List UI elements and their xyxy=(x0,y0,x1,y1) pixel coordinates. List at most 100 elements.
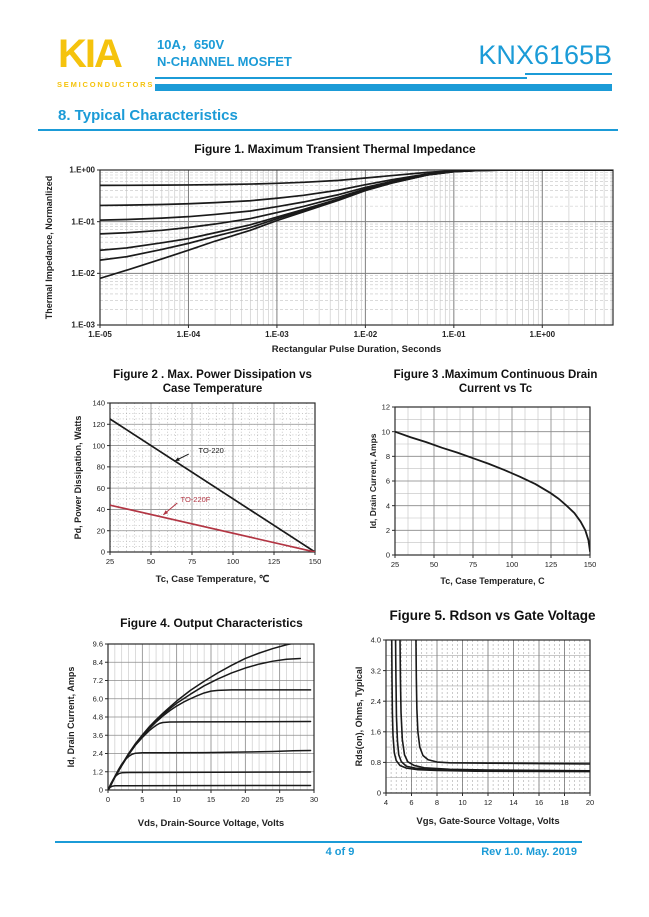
svg-text:120: 120 xyxy=(92,420,105,429)
header-rule-thick xyxy=(155,84,612,91)
svg-text:3.6: 3.6 xyxy=(93,731,103,740)
svg-text:0: 0 xyxy=(386,551,390,560)
svg-text:75: 75 xyxy=(188,557,196,566)
svg-text:0.8: 0.8 xyxy=(371,758,381,767)
header-rule-thin xyxy=(155,77,527,79)
svg-text:1.E+00: 1.E+00 xyxy=(530,330,556,339)
fig4-series-curve5 xyxy=(108,749,312,790)
section-rule xyxy=(38,129,618,131)
svg-text:Id, Drain Current, Amps: Id, Drain Current, Amps xyxy=(368,433,378,528)
svg-text:1.E-01: 1.E-01 xyxy=(442,330,466,339)
svg-text:16: 16 xyxy=(535,798,543,807)
fig3-series-group xyxy=(395,430,590,553)
svg-text:20: 20 xyxy=(97,526,105,535)
fig1-frame xyxy=(99,169,614,326)
fig2-axes: 25 50 75 100 125 150 0 20 40 60 80 100 120 140 Tc, Cas… xyxy=(73,399,321,585)
figure2-title-line1: Figure 2 . Max. Power Dissipation vs xyxy=(113,369,312,381)
figure3-title: Figure 3 .Maximum Continuous Drain Curre… xyxy=(368,368,623,396)
svg-text:Tc, Case Temperature, ℃: Tc, Case Temperature, ℃ xyxy=(156,574,270,585)
logo-subtitle: SEMICONDUCTORS xyxy=(57,80,155,89)
svg-text:6.0: 6.0 xyxy=(93,694,103,703)
svg-text:6: 6 xyxy=(386,477,390,486)
figure4: Figure 4. Output Characteristics 0 5 10 15 2… xyxy=(60,608,355,840)
svg-text:100: 100 xyxy=(92,441,105,450)
svg-text:1.2: 1.2 xyxy=(93,767,103,776)
fig3-series-id-max xyxy=(395,430,590,553)
device-rating: 10A，650V xyxy=(157,37,225,52)
figure4-chart: 0 5 10 15 20 25 30 0 1.2 2.4 3.6 4.8 6.0 7.2 8.4 9.6 Vds… xyxy=(66,640,318,829)
fig4-series-curve6 xyxy=(108,771,312,790)
figure1-title: Figure 1. Maximum Transient Thermal Impe… xyxy=(194,142,476,156)
device-type: N-CHANNEL MOSFET xyxy=(157,54,292,69)
svg-text:Rectangular Pulse Duration, Se: Rectangular Pulse Duration, Seconds xyxy=(272,344,441,355)
svg-text:0: 0 xyxy=(99,786,103,795)
fig4-axes: 0 5 10 15 20 25 30 0 1.2 2.4 3.6 4.8 6.0 7.2 8.4 9.6 Vds… xyxy=(66,640,318,829)
fig4-series-group xyxy=(108,644,312,790)
svg-text:100: 100 xyxy=(227,557,240,566)
footer-rule xyxy=(55,841,582,843)
figure1: Figure 1. Maximum Transient Thermal Impe… xyxy=(40,142,630,360)
figure2-title: Figure 2 . Max. Power Dissipation vs Cas… xyxy=(55,368,355,396)
fig2-grid xyxy=(109,402,316,553)
figure2-title-line2: Case Temperature xyxy=(162,383,263,395)
svg-text:Id, Drain Current, Amps: Id, Drain Current, Amps xyxy=(66,667,76,768)
header-rule-thin-step xyxy=(525,73,612,75)
svg-text:125: 125 xyxy=(545,560,558,569)
svg-text:Rds(on), Ohms, Typical: Rds(on), Ohms, Typical xyxy=(355,667,364,767)
svg-text:Tc, Case Temperature, C: Tc, Case Temperature, C xyxy=(440,576,545,586)
svg-text:75: 75 xyxy=(469,560,477,569)
svg-text:8.4: 8.4 xyxy=(93,658,103,667)
fig3-grid xyxy=(394,406,591,556)
fig5-axes: 4 6 8 10 12 14 16 18 20 0 0.8 1.6 2.4 3.2 4.0 Vgs, Gate… xyxy=(355,636,594,827)
svg-text:50: 50 xyxy=(147,557,155,566)
svg-text:0: 0 xyxy=(377,789,381,798)
svg-text:1.E-02: 1.E-02 xyxy=(354,330,378,339)
footer-page-number: 4 of 9 xyxy=(325,846,355,858)
svg-text:1.E-01: 1.E-01 xyxy=(71,217,95,226)
figure3-title-line1: Figure 3 .Maximum Continuous Drain xyxy=(393,369,598,381)
figure2: Figure 2 . Max. Power Dissipation vs Cas… xyxy=(55,368,355,596)
svg-text:3.2: 3.2 xyxy=(371,666,381,675)
svg-text:100: 100 xyxy=(506,560,519,569)
svg-text:20: 20 xyxy=(586,798,594,807)
svg-text:5: 5 xyxy=(140,795,144,804)
figure4-title: Figure 4. Output Characteristics xyxy=(120,616,303,630)
device-summary: 10A，650V N-CHANNEL MOSFET xyxy=(157,36,292,70)
svg-text:10: 10 xyxy=(382,427,390,436)
svg-text:50: 50 xyxy=(430,560,438,569)
svg-text:4: 4 xyxy=(386,501,390,510)
svg-text:25: 25 xyxy=(106,557,114,566)
figure5-chart: 4 6 8 10 12 14 16 18 20 0 0.8 1.6 2.4 3.2 4.0 Vgs, Gate… xyxy=(355,636,594,827)
fig1-series-duty-0.2 xyxy=(100,170,613,207)
fig2-frame xyxy=(109,402,316,553)
svg-text:40: 40 xyxy=(97,505,105,514)
figure3-chart: 25 50 75 100 125 150 0 2 4 6 8 10 12 Tc, Case Tempera… xyxy=(368,403,596,586)
fig2-series-TO-220F xyxy=(110,504,315,552)
svg-text:25: 25 xyxy=(391,560,399,569)
fig1-series-duty-0.02 xyxy=(100,170,613,252)
fig5-series-curve2 xyxy=(394,640,590,772)
svg-text:140: 140 xyxy=(92,399,105,408)
figure5: Figure 5. Rdson vs Gate Voltage 4 6 8 10 12 1… xyxy=(355,602,630,842)
fig1-series-group xyxy=(100,170,613,280)
fig1-series-duty-0.01 xyxy=(100,170,613,261)
svg-text:2.4: 2.4 xyxy=(93,749,103,758)
svg-text:80: 80 xyxy=(97,463,105,472)
section-title: 8. Typical Characteristics xyxy=(58,107,238,124)
svg-text:60: 60 xyxy=(97,484,105,493)
fig4-series-curve7 xyxy=(108,784,312,790)
svg-text:TO-220F: TO-220F xyxy=(181,495,211,504)
svg-text:TO-220: TO-220 xyxy=(199,446,224,455)
svg-text:150: 150 xyxy=(309,557,322,566)
svg-text:30: 30 xyxy=(310,795,318,804)
svg-text:4: 4 xyxy=(384,798,388,807)
fig5-series-curve4 xyxy=(415,640,590,765)
svg-text:0: 0 xyxy=(101,548,105,557)
figure3-title-line2: Current vs Tc xyxy=(458,383,533,395)
figure5-title: Figure 5. Rdson vs Gate Voltage xyxy=(389,608,596,623)
svg-text:8: 8 xyxy=(386,452,390,461)
svg-text:20: 20 xyxy=(241,795,249,804)
svg-text:8: 8 xyxy=(435,798,439,807)
svg-text:1.E-05: 1.E-05 xyxy=(88,330,112,339)
